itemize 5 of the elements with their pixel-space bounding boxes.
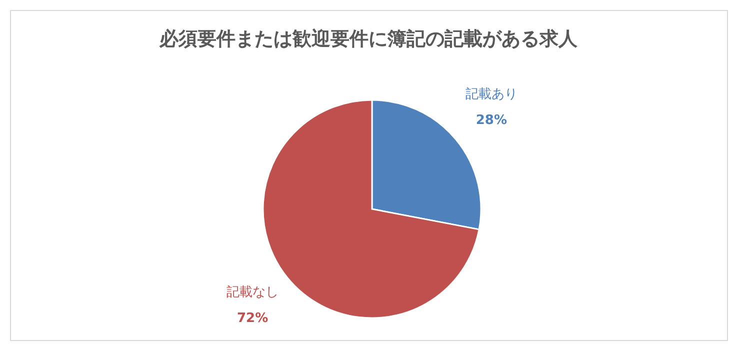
data-label: 72% <box>237 310 268 326</box>
chart-title: 必須要件または歓迎要件に簿記の記載がある求人 <box>158 27 578 52</box>
slice-label: 記載なし <box>226 284 279 300</box>
slice-label: 記載あり <box>465 87 518 102</box>
data-label: 28% <box>476 113 507 128</box>
